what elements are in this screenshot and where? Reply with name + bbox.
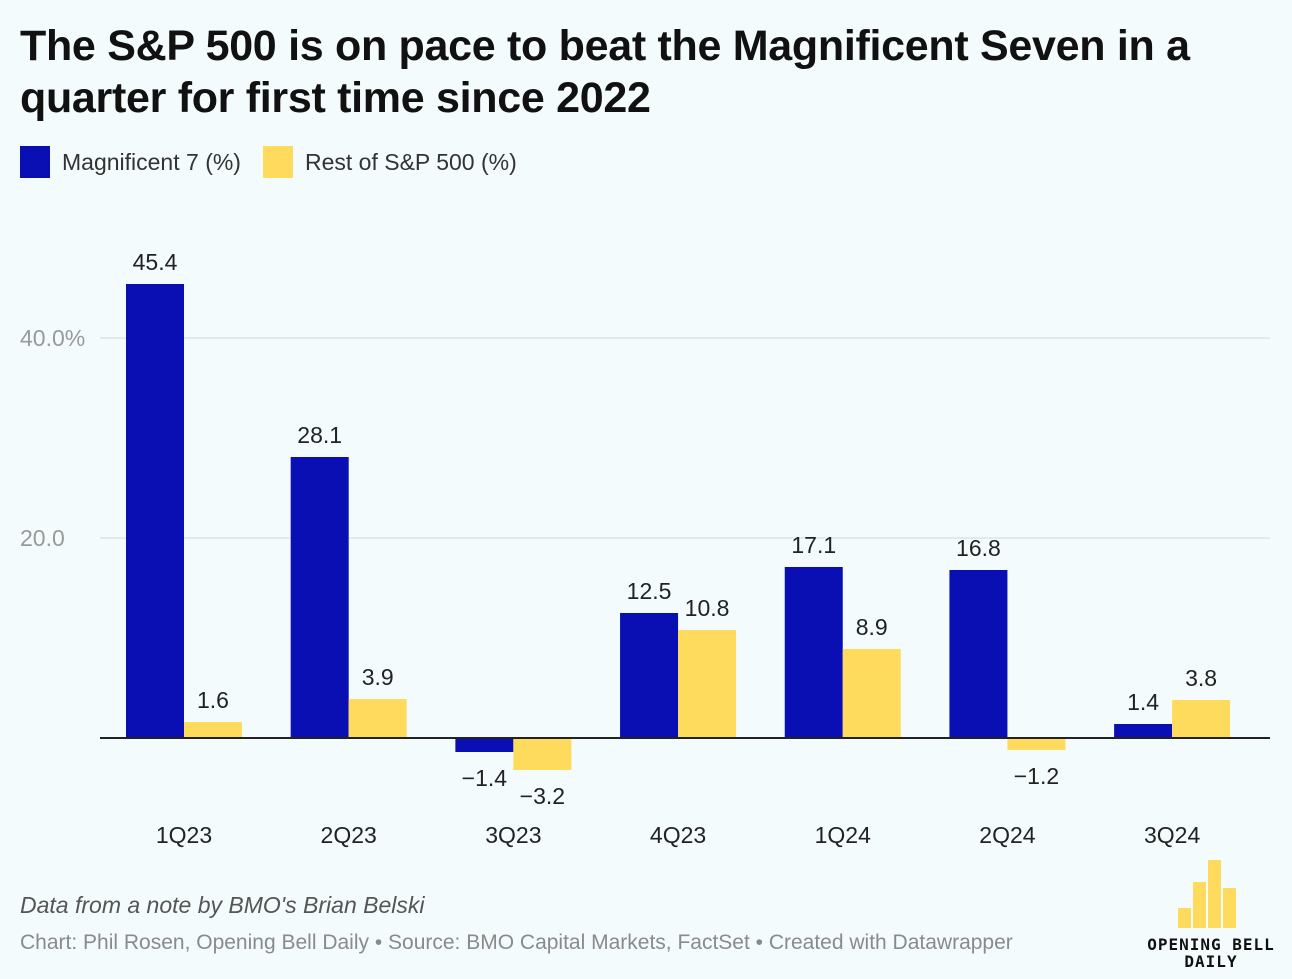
data-label: 16.8 [956,535,1001,561]
x-tick-label: 1Q24 [815,822,871,848]
data-label: 10.8 [685,595,730,621]
data-label: 45.4 [133,249,178,275]
bar [184,722,242,738]
data-label: 3.9 [362,664,394,690]
logo-bar [1223,888,1236,928]
x-tick-label: 3Q24 [1144,822,1200,848]
bar [620,613,679,738]
opening-bell-daily-logo: OPENING BELL DAILY [1136,860,1274,972]
x-tick-label: 1Q23 [156,822,212,848]
y-tick-label: 20.0 [20,525,65,551]
bar [949,570,1008,738]
bar [513,738,572,770]
bar [290,457,349,738]
data-label: 28.1 [297,422,342,448]
bar [1172,700,1231,738]
data-label: 8.9 [856,614,888,640]
bar [126,284,184,738]
data-label: 3.8 [1185,665,1217,691]
logo-bars-icon [1178,860,1248,928]
legend-item-rest-of-sp500: Rest of S&P 500 (%) [262,146,517,178]
chart-title: The S&P 500 is on pace to beat the Magni… [20,22,1190,122]
logo-bar [1208,860,1221,928]
data-label: 1.4 [1127,689,1159,715]
bar [1007,738,1066,750]
x-tick-label: 2Q23 [321,822,377,848]
x-tick-label: 3Q23 [485,822,541,848]
logo-text-line2: DAILY [1184,952,1238,971]
bar [842,649,901,738]
legend-label-magnificent-7: Magnificent 7 (%) [62,148,241,175]
logo-text: OPENING BELL DAILY [1136,936,1286,970]
bar [678,630,737,738]
bar [1114,724,1173,738]
source-credit: Chart: Phil Rosen, Opening Bell Daily • … [20,931,1013,954]
logo-bar [1193,882,1206,928]
x-tick-label: 4Q23 [650,822,706,848]
logo-bar [1178,908,1191,928]
bar [348,699,407,738]
bar [455,738,514,752]
legend-label-rest-of-sp500: Rest of S&P 500 (%) [304,148,517,175]
data-label: −1.2 [1014,763,1059,789]
data-label: 12.5 [627,578,672,604]
legend-swatch-magnificent-7 [20,146,50,178]
data-note: Data from a note by BMO's Brian Belski [20,892,425,918]
y-tick-label: 40.0% [20,325,85,351]
logo-text-line1: OPENING BELL [1147,935,1275,954]
legend-swatch-rest-of-sp500 [262,146,293,178]
bar [784,567,843,738]
data-label: −3.2 [520,783,565,809]
legend-item-magnificent-7: Magnificent 7 (%) [20,146,241,178]
data-label: −1.4 [462,765,508,791]
data-label: 17.1 [791,532,836,558]
x-tick-label: 2Q24 [979,822,1035,848]
legend: Magnificent 7 (%) Rest of S&P 500 (%) [20,146,539,178]
data-label: 1.6 [197,687,229,713]
